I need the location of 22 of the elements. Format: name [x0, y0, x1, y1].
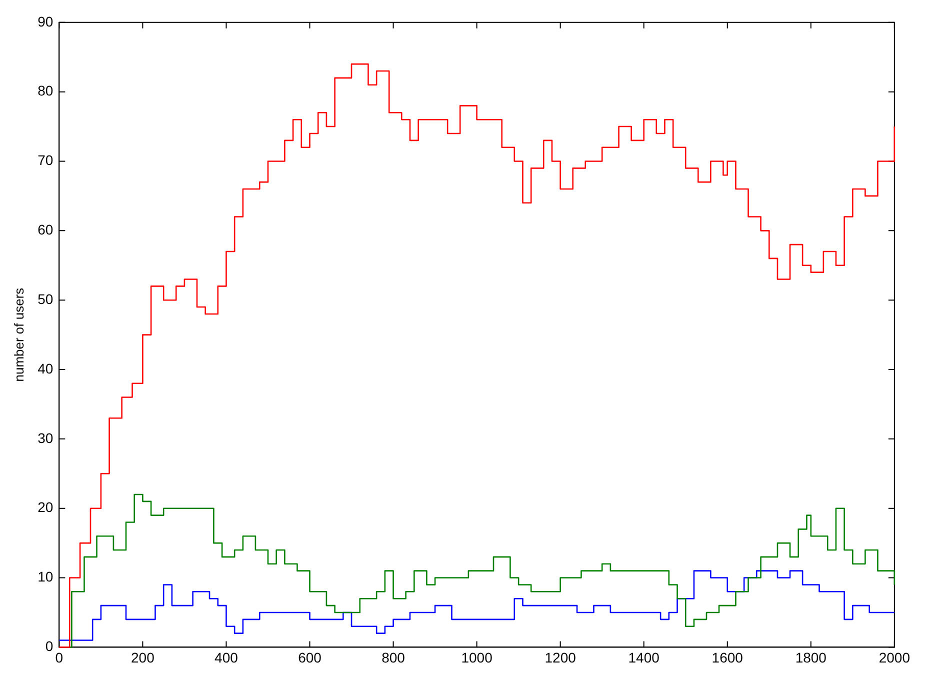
x-tick-label: 200: [131, 649, 155, 666]
x-tick-label: 400: [214, 649, 238, 666]
y-tick-label: 40: [38, 360, 54, 376]
y-tick-label: 60: [38, 222, 54, 238]
y-tick-label: 80: [38, 82, 54, 99]
x-tick-label: 1000: [461, 649, 493, 666]
y-tick-label: 10: [38, 568, 54, 585]
y-tick-label: 0: [45, 638, 54, 654]
y-tick-label: 30: [38, 430, 54, 446]
x-tick-label: 800: [382, 649, 406, 666]
y-tick-label: 50: [38, 290, 54, 307]
y-tick-label: 90: [38, 13, 54, 30]
y-tick-label: 20: [38, 499, 54, 516]
x-tick-label: 2000: [878, 649, 910, 666]
x-tick-label: 600: [298, 649, 322, 666]
y-tick-label: 70: [38, 152, 54, 168]
x-tick-label: 0: [55, 649, 64, 666]
x-tick-label: 1200: [544, 649, 576, 666]
x-tick-label: 1400: [628, 649, 660, 666]
y-axis-title: number of users: [11, 287, 26, 382]
x-tick-label: 1800: [795, 649, 827, 666]
x-tick-label: 1600: [712, 649, 744, 666]
